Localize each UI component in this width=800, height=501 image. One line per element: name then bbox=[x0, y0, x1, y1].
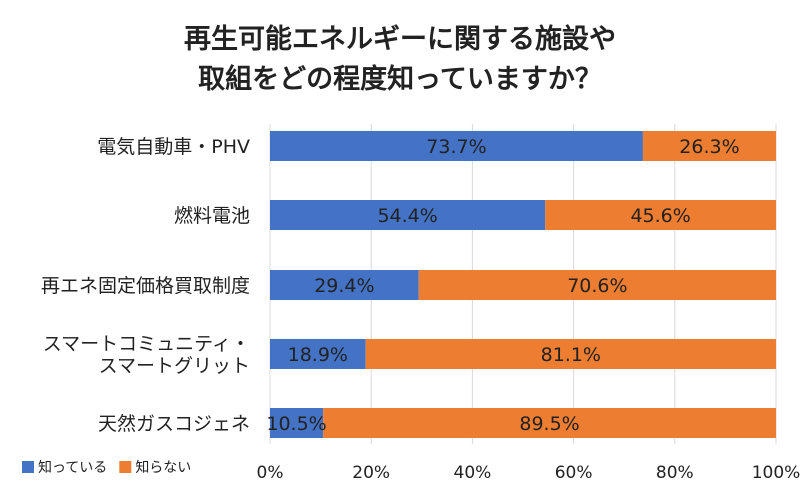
data-label: 54.4% bbox=[377, 205, 437, 227]
bar-segment bbox=[545, 200, 776, 230]
category-label: 電気自動車・PHV bbox=[97, 136, 250, 158]
bar-segment bbox=[270, 200, 546, 230]
bar-segment bbox=[323, 408, 776, 438]
data-label: 18.9% bbox=[288, 344, 348, 366]
chart-title-line-2: 取組をどの程度知っていますか？ bbox=[198, 63, 602, 95]
bar-segment bbox=[365, 339, 776, 369]
data-label: 10.5% bbox=[266, 413, 326, 435]
legend-swatch bbox=[119, 461, 132, 473]
data-label: 45.6% bbox=[630, 205, 690, 227]
data-label: 73.7% bbox=[426, 136, 486, 158]
category-label: 燃料電池 bbox=[174, 205, 250, 227]
data-label: 89.5% bbox=[519, 413, 579, 435]
bar-segment bbox=[270, 408, 324, 438]
category-label: スマートコミュニティ・ bbox=[43, 333, 250, 355]
legend: 知っている 知らない bbox=[22, 459, 191, 476]
bar-segment bbox=[270, 131, 643, 161]
data-label: 81.1% bbox=[541, 344, 601, 366]
category-label: 天然ガスコジェネ bbox=[98, 413, 250, 435]
x-tick-label: 60% bbox=[555, 463, 593, 483]
x-tick-label: 80% bbox=[656, 463, 694, 483]
legend-swatch bbox=[22, 461, 34, 473]
chart-title-line-1: 再生可能エネルギーに関する施設や bbox=[184, 23, 616, 55]
bar-segment bbox=[270, 339, 366, 369]
x-tick-label: 100% bbox=[752, 463, 800, 483]
x-tick-label: 0% bbox=[257, 463, 284, 483]
bar-segment bbox=[270, 270, 419, 300]
category-label: 再エネ固定価格買取制度 bbox=[41, 275, 250, 297]
legend-label: 知らない bbox=[135, 459, 191, 476]
labels: 0% 20% 40% 60% 80% 100% 電気自動車・PHV 燃料電池再エネ固定価格買取… bbox=[41, 136, 800, 483]
data-label: 26.3% bbox=[679, 136, 739, 158]
data-label: 29.4% bbox=[314, 275, 374, 297]
bar-segment bbox=[418, 270, 776, 300]
data-label: 70.6% bbox=[567, 275, 627, 297]
bars bbox=[270, 131, 776, 438]
category-label: スマートグリット bbox=[99, 355, 250, 377]
legend-label: 知っている bbox=[38, 459, 107, 476]
x-tick-label: 20% bbox=[352, 463, 390, 483]
x-tick-label: 40% bbox=[454, 463, 492, 483]
bar-segment bbox=[642, 131, 776, 161]
